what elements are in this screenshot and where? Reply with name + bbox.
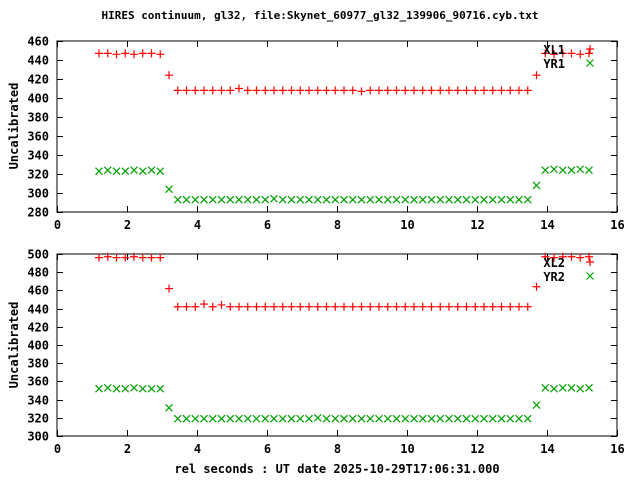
y-tick-label: 380	[27, 357, 49, 371]
x-tick-label: 0	[54, 442, 61, 456]
x-tick-label: 6	[264, 442, 271, 456]
series-XL1	[95, 49, 593, 96]
y-tick-label: 300	[27, 430, 49, 444]
legend-label-YR2: YR2	[543, 270, 565, 284]
y-tick-label: 380	[27, 111, 49, 125]
x-tick-label: 0	[54, 218, 61, 232]
y-tick-label: 440	[27, 303, 49, 317]
y-tick-label: 420	[27, 321, 49, 335]
y-tick-label: 320	[27, 412, 49, 426]
series-YR2	[95, 383, 593, 423]
y-tick-label: 360	[27, 130, 49, 144]
y-tick-label: 400	[27, 92, 49, 106]
y-tick-label: 280	[27, 206, 49, 220]
y-tick-label: 460	[27, 284, 49, 298]
y-tick-label: 500	[27, 248, 49, 262]
x-tick-label: 4	[194, 442, 201, 456]
x-tick-label: 12	[470, 442, 484, 456]
legend-label-XL1: XL1	[543, 43, 565, 57]
x-tick-label: 16	[610, 218, 624, 232]
y-tick-label: 460	[27, 35, 49, 49]
x-tick-label: 16	[610, 442, 624, 456]
legend-marker-YR2	[586, 272, 594, 280]
y-tick-label: 420	[27, 73, 49, 87]
legend-label-YR1: YR1	[543, 57, 565, 71]
y-tick-label: 320	[27, 168, 49, 182]
chart-title: HIRES continuum, gl32, file:Skynet_60977…	[101, 9, 539, 22]
plot-frame	[56, 253, 618, 437]
y-axis-label-top-panel: Uncalibrated	[7, 82, 21, 170]
x-tick-label: 2	[124, 442, 131, 456]
x-tick-label: 10	[400, 442, 414, 456]
y-tick-label: 300	[27, 187, 49, 201]
y-tick-label: 360	[27, 375, 49, 389]
legend-marker-XL2	[586, 258, 594, 266]
x-tick-label: 14	[540, 442, 554, 456]
x-tick-label: 6	[264, 218, 271, 232]
y-tick-label: 400	[27, 339, 49, 353]
x-tick-label: 12	[470, 218, 484, 232]
x-axis-label: rel seconds : UT date 2025-10-29T17:06:3…	[174, 462, 500, 476]
x-tick-label: 8	[334, 218, 341, 232]
series-YR1	[95, 165, 593, 204]
y-tick-label: 340	[27, 149, 49, 163]
series-XL2	[95, 252, 593, 311]
x-tick-label: 2	[124, 218, 131, 232]
x-tick-label: 4	[194, 218, 201, 232]
plot-frame	[56, 40, 618, 213]
y-tick-label: 340	[27, 394, 49, 408]
x-tick-label: 10	[400, 218, 414, 232]
y-tick-label: 440	[27, 54, 49, 68]
legend-marker-YR1	[586, 59, 594, 67]
y-tick-label: 480	[27, 266, 49, 280]
x-tick-label: 14	[540, 218, 554, 232]
panel-bottom: 0 2 4 6 8 10 12 14 16 300 320 340 360 380 400 420 440 460…	[27, 248, 624, 457]
legend-label-XL2: XL2	[543, 256, 565, 270]
x-tick-label: 8	[334, 442, 341, 456]
legend-marker-XL1	[586, 45, 594, 53]
y-axis-label-bottom-panel: Uncalibrated	[7, 301, 21, 389]
panel-top: 0 2 4 6 8 10 12 14 16 280 300 320 340 360 380 400 420 440…	[27, 35, 624, 233]
